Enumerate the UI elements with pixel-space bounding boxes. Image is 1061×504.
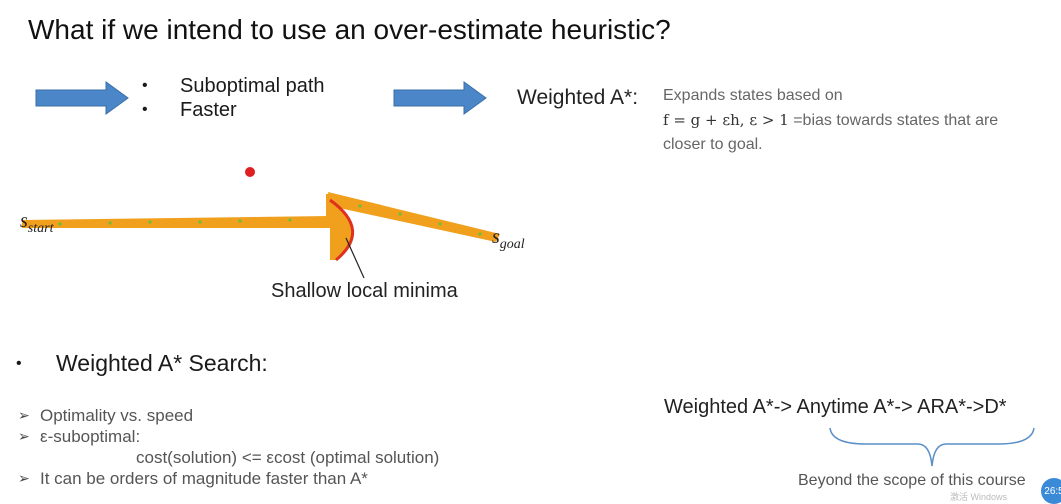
weighted-astar-description: Expands states based on f = g + εh, ε > … — [663, 87, 999, 153]
local-minima-region — [330, 200, 353, 260]
curly-brace-icon — [829, 427, 1035, 467]
scope-note: Beyond the scope of this course — [798, 472, 1026, 489]
algorithm-chain: Weighted A*-> Anytime A*-> ARA*->D* — [664, 396, 1007, 418]
list-item: ➢ ε-suboptimal: — [18, 427, 141, 446]
marker-dot — [245, 167, 255, 177]
arrowhead-bullet-icon: ➢ — [18, 407, 30, 423]
arrowhead-bullet-icon: ➢ — [18, 470, 30, 486]
path-segment — [328, 192, 500, 242]
weighted-astar-label: Weighted A*: — [517, 86, 639, 109]
minima-boundary — [329, 198, 354, 262]
start-state-label: sstart — [20, 210, 54, 236]
path-segment — [22, 216, 330, 228]
list-item: ➢ Optimality vs. speed — [18, 406, 194, 425]
list-item: • Suboptimal path — [142, 75, 325, 97]
right-arrow-icon — [393, 81, 487, 115]
list-item: cost(solution) <= εcost (optimal solutio… — [136, 448, 440, 467]
right-arrow-icon — [35, 81, 129, 115]
list-item: ➢ It can be orders of magnitude faster th… — [18, 469, 368, 488]
slide-title: What if we intend to use an over-estimat… — [28, 14, 671, 45]
tradeoff-bullets: • Suboptimal path • Faster — [142, 74, 325, 122]
minima-label: Shallow local minima — [271, 280, 458, 302]
search-list: ➢ Optimality vs. speed ➢ ε-suboptimal: cos… — [18, 405, 439, 489]
path-dots — [58, 204, 482, 236]
path-diagram — [22, 167, 500, 279]
section-heading: • Weighted A* Search: — [16, 350, 268, 376]
watermark: 激活 Windows — [950, 492, 1008, 502]
arrowhead-bullet-icon: ➢ — [18, 428, 30, 444]
list-item: • Faster — [142, 99, 237, 121]
goal-state-label: sgoal — [492, 226, 525, 252]
timer-badge: 26:5 — [1041, 478, 1061, 504]
leader-line — [345, 237, 365, 279]
formula: f = g + εh, ε > 1 — [663, 111, 789, 129]
